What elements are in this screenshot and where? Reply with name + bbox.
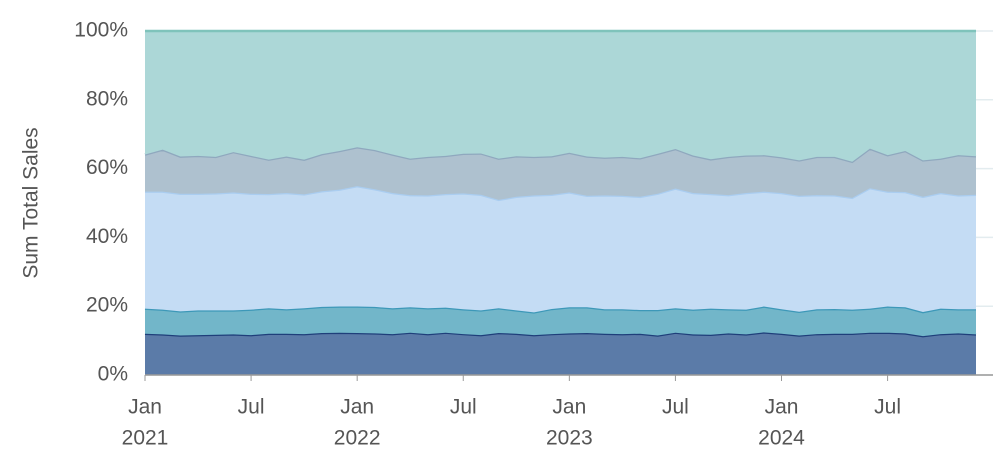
area [145,332,976,375]
x-tick-label: Jan [765,396,799,419]
x-tick-sublabel: 2024 [758,427,805,450]
y-tick-label: 0% [98,363,128,386]
y-tick-label: 40% [86,225,128,248]
x-tick-label: Jul [874,396,901,419]
area [145,186,976,313]
x-tick-sublabel: 2021 [122,427,169,450]
x-tick-sublabel: 2023 [546,427,593,450]
area [145,306,976,337]
y-tick-label: 20% [86,294,128,317]
x-tick-label: Jul [450,396,477,419]
area [145,31,976,162]
x-tick-label: Jan [128,396,162,419]
x-tick-label: Jan [552,396,586,419]
y-tick-label: 100% [74,19,128,42]
y-tick-label: 60% [86,156,128,179]
x-tick-label: Jan [340,396,374,419]
y-tick-label: 80% [86,87,128,110]
area [145,147,976,200]
x-tick-label: Jul [662,396,689,419]
x-tick-sublabel: 2022 [334,427,381,450]
x-tick-label: Jul [238,396,265,419]
y-axis-label: Sum Total Sales [20,127,43,278]
